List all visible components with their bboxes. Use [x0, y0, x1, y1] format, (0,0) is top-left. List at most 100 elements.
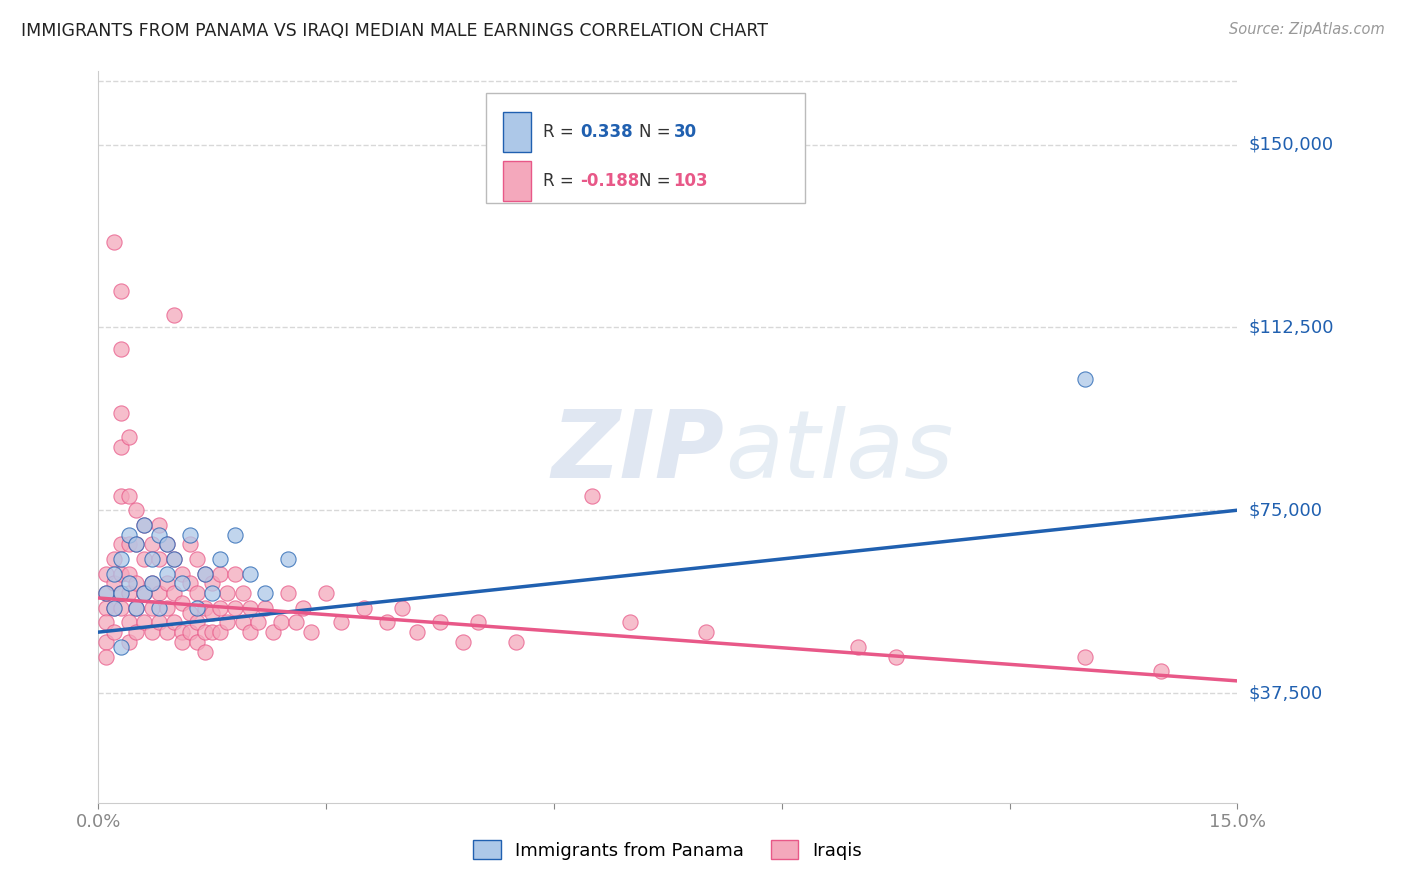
Point [110, 586, 132, 600]
Point [103, 625, 125, 640]
Point [103, 576, 125, 591]
Point [156, 537, 179, 551]
Point [846, 640, 869, 654]
Point [94, 635, 117, 649]
Point [254, 600, 277, 615]
Point [262, 625, 284, 640]
Point [186, 635, 208, 649]
Point [695, 625, 717, 640]
Point [1074, 649, 1097, 664]
Point [194, 566, 217, 581]
Bar [503, 161, 531, 202]
Point [208, 552, 231, 566]
Point [110, 640, 132, 654]
Point [277, 586, 299, 600]
Point [110, 489, 132, 503]
Point [125, 600, 148, 615]
Point [270, 615, 292, 630]
Point [141, 576, 163, 591]
Point [224, 600, 246, 615]
Point [125, 600, 148, 615]
Point [94, 586, 117, 600]
Point [94, 586, 117, 600]
Point [179, 576, 201, 591]
Point [118, 430, 141, 444]
Point [232, 615, 254, 630]
Point [125, 576, 148, 591]
Point [884, 649, 907, 664]
Point [451, 635, 474, 649]
Point [201, 606, 224, 620]
Point [186, 615, 208, 630]
Point [110, 586, 132, 600]
Point [132, 552, 155, 566]
Point [118, 566, 141, 581]
Point [284, 615, 307, 630]
Point [118, 527, 141, 541]
Point [141, 600, 163, 615]
Text: N =: N = [640, 172, 676, 190]
Point [208, 600, 231, 615]
Point [110, 537, 132, 551]
Point [1150, 664, 1173, 678]
Point [170, 566, 193, 581]
Point [505, 635, 527, 649]
Point [148, 615, 170, 630]
Point [156, 576, 179, 591]
Point [103, 600, 125, 615]
Point [148, 552, 170, 566]
Point [194, 566, 217, 581]
Text: $75,000: $75,000 [1249, 501, 1323, 519]
Point [186, 552, 208, 566]
Point [186, 600, 208, 615]
Point [239, 566, 262, 581]
Bar [503, 112, 531, 152]
Point [141, 537, 163, 551]
Point [118, 586, 141, 600]
Point [330, 615, 353, 630]
Point [208, 566, 231, 581]
Point [391, 600, 413, 615]
Point [224, 527, 246, 541]
Point [292, 600, 315, 615]
Point [201, 625, 224, 640]
Point [239, 600, 262, 615]
Point [163, 552, 186, 566]
Text: -0.188: -0.188 [581, 172, 640, 190]
Point [110, 406, 132, 420]
Point [619, 615, 641, 630]
Point [103, 552, 125, 566]
Point [110, 566, 132, 581]
Point [118, 635, 141, 649]
Point [125, 503, 148, 517]
Point [110, 552, 132, 566]
Point [110, 343, 132, 357]
Point [118, 537, 141, 551]
Point [94, 600, 117, 615]
Point [353, 600, 375, 615]
Text: 103: 103 [673, 172, 709, 190]
Point [246, 615, 269, 630]
Point [194, 625, 217, 640]
Text: atlas: atlas [725, 406, 953, 497]
Point [141, 576, 163, 591]
Text: 0.338: 0.338 [581, 123, 633, 141]
Point [170, 576, 193, 591]
Text: R =: R = [543, 172, 579, 190]
Point [163, 615, 186, 630]
Point [163, 308, 186, 322]
Point [148, 527, 170, 541]
Point [186, 586, 208, 600]
Point [132, 615, 155, 630]
Point [110, 284, 132, 298]
Point [125, 537, 148, 551]
Point [170, 625, 193, 640]
Point [429, 615, 451, 630]
Point [277, 552, 299, 566]
Point [179, 606, 201, 620]
Text: ZIP: ZIP [553, 406, 725, 498]
Point [132, 517, 155, 532]
Bar [485, 94, 804, 203]
Point [156, 566, 179, 581]
Point [118, 615, 141, 630]
